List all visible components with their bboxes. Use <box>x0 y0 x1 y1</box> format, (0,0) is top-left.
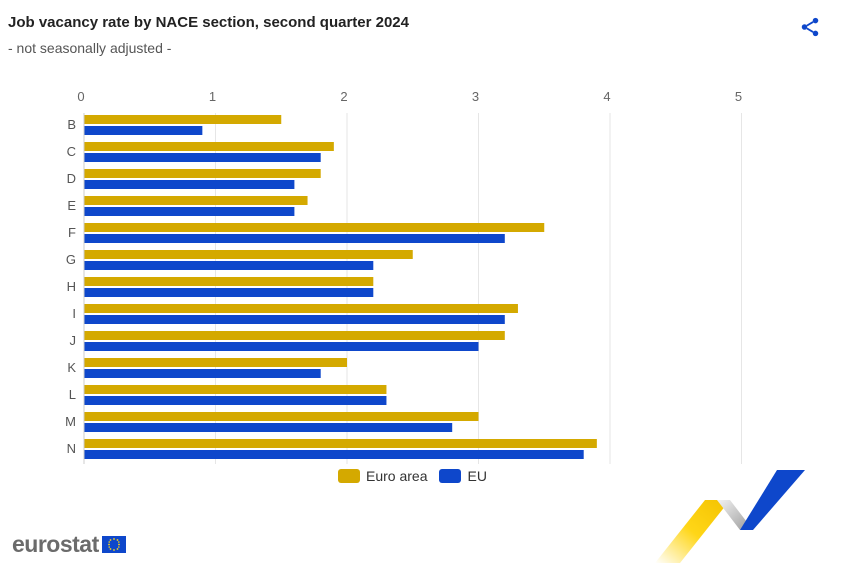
bar-eu-n <box>84 450 584 459</box>
legend-swatch-eu <box>439 469 462 483</box>
bar-euro-area-n <box>84 439 597 448</box>
bar-eu-e <box>84 207 295 216</box>
legend-item-euro-area[interactable]: Euro area <box>338 468 427 484</box>
bar-euro-area-j <box>84 331 505 340</box>
bar-euro-area-c <box>84 142 334 151</box>
bar-euro-area-g <box>84 250 413 259</box>
bar-eu-m <box>84 423 453 432</box>
legend-swatch-euro-area <box>338 469 360 483</box>
bar-eu-h <box>84 288 374 297</box>
bar-eu-j <box>84 342 479 351</box>
bar-eu-i <box>84 315 505 324</box>
bar-eu-k <box>84 369 321 378</box>
eurostat-logo: eurostat <box>12 531 126 558</box>
bar-euro-area-k <box>84 358 347 367</box>
bar-euro-area-b <box>84 115 282 124</box>
bar-euro-area-f <box>84 223 545 232</box>
chart-legend: Euro area EU <box>338 468 499 484</box>
bar-euro-area-h <box>84 277 374 286</box>
eurostat-brand-graphic <box>655 470 805 563</box>
x-tick-label: 3 <box>472 89 479 104</box>
bar-euro-area-m <box>84 412 479 421</box>
category-label: G <box>66 252 76 267</box>
bar-eu-b <box>84 126 203 135</box>
category-label: E <box>67 198 76 213</box>
x-tick-label: 2 <box>340 89 347 104</box>
category-label: H <box>67 279 76 294</box>
share-icon[interactable] <box>799 16 821 38</box>
category-label: J <box>70 333 77 348</box>
category-label: N <box>67 441 76 456</box>
legend-label-euro-area: Euro area <box>366 468 428 484</box>
category-label: L <box>69 387 76 402</box>
category-label: B <box>67 117 76 132</box>
bar-euro-area-l <box>84 385 387 394</box>
chart-subtitle: - not seasonally adjusted - <box>8 40 172 56</box>
bar-eu-d <box>84 180 295 189</box>
x-tick-label: 1 <box>209 89 216 104</box>
category-label: D <box>67 171 76 186</box>
bar-euro-area-i <box>84 304 518 313</box>
bar-eu-l <box>84 396 387 405</box>
chart-title: Job vacancy rate by NACE section, second… <box>8 14 409 31</box>
category-label: I <box>72 306 76 321</box>
category-label: C <box>67 144 76 159</box>
eurostat-logo-text: eurostat <box>12 531 99 557</box>
bar-euro-area-d <box>84 169 321 178</box>
category-label: K <box>67 360 76 375</box>
eu-flag-icon <box>101 536 126 553</box>
bar-euro-area-e <box>84 196 308 205</box>
x-tick-label: 4 <box>603 89 610 104</box>
legend-item-eu[interactable]: EU <box>439 468 487 484</box>
x-tick-label: 5 <box>735 89 742 104</box>
bar-eu-f <box>84 234 505 243</box>
legend-label-eu: EU <box>467 468 487 484</box>
bar-eu-g <box>84 261 374 270</box>
category-label: M <box>65 414 76 429</box>
bar-eu-c <box>84 153 321 162</box>
x-tick-label: 0 <box>77 89 84 104</box>
category-label: F <box>68 225 76 240</box>
